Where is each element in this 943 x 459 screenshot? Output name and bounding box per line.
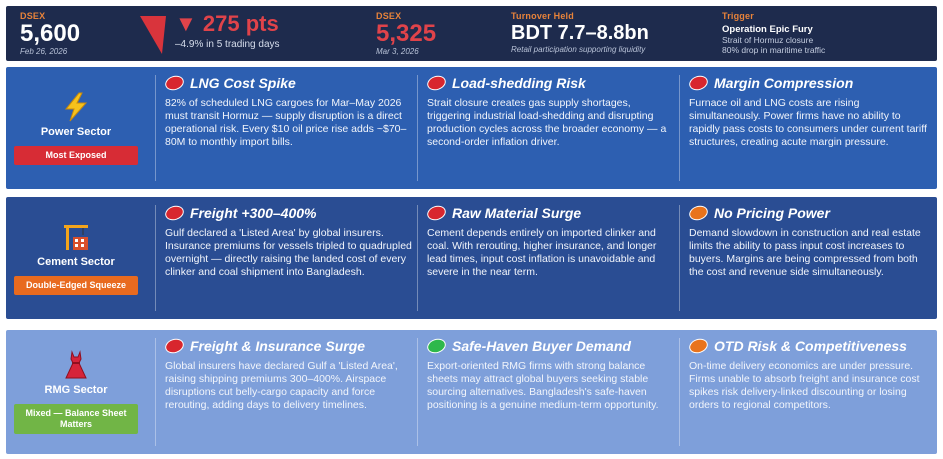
risk-point: Freight & Insurance Surge Global insurer… [155, 336, 417, 446]
point-title: Freight +300–400% [190, 205, 317, 221]
status-red-icon [425, 203, 448, 223]
dsex-before-value: 5,600 [20, 20, 81, 47]
point-title: Margin Compression [714, 75, 854, 91]
status-orange-icon [687, 203, 710, 223]
dsex-after-stat: DSEX 5,325 Mar 3, 2026 [376, 11, 436, 56]
dsex-after-label: DSEX [376, 11, 402, 21]
status-red-icon [163, 203, 186, 223]
point-title: LNG Cost Spike [190, 75, 296, 91]
sector-name: Power Sector [40, 125, 112, 138]
risk-point: Margin Compression Furnace oil and LNG c… [679, 73, 937, 181]
status-red-icon [163, 73, 186, 93]
dsex-after-value: 5,325 [376, 20, 437, 47]
lightning-icon [64, 92, 88, 121]
turnover-label: Turnover Held [511, 11, 574, 21]
sector-name: Cement Sector [37, 255, 115, 268]
point-title: Freight & Insurance Surge [190, 338, 366, 354]
status-red-icon [687, 73, 710, 93]
drop-detail: –4.9% in 5 trading days [175, 39, 280, 50]
sector-row-cement: Cement Sector Double-Edged Squeeze Freig… [6, 197, 937, 319]
point-body: Strait closure creates gas supply shorta… [427, 97, 667, 148]
exposure-badge: Double-Edged Squeeze [14, 275, 138, 295]
status-red-icon [425, 73, 448, 93]
market-summary-bar: DSEX 5,600 Feb 26, 2026 ▼ 275 pts –4.9% … [6, 6, 937, 61]
sector-row-power: Power Sector Most Exposed LNG Cost Spike… [6, 67, 937, 189]
trigger-line-2: 80% drop in maritime traffic [722, 45, 826, 55]
risk-point: Load-shedding Risk Strait closure create… [417, 73, 679, 181]
status-green-icon [425, 336, 448, 356]
risk-point: Freight +300–400% Gulf declared a 'Liste… [155, 203, 417, 311]
point-title: OTD Risk & Competitiveness [714, 338, 907, 354]
point-body: Gulf declared a 'Listed Area' by global … [165, 227, 412, 278]
risk-point: Safe-Haven Buyer Demand Export-oriented … [417, 336, 679, 446]
point-title: Safe-Haven Buyer Demand [452, 338, 631, 354]
index-drop-stat: ▼ 275 pts –4.9% in 5 trading days [175, 11, 280, 51]
point-body: Demand slowdown in construction and real… [689, 227, 921, 278]
trigger-title: Operation Epic Fury [722, 24, 813, 35]
turnover-value: BDT 7.7–8.8bn [511, 22, 649, 44]
dsex-before-label: DSEX [20, 11, 46, 21]
exposure-badge: Mixed — Balance Sheet Matters [14, 404, 138, 434]
dsex-before-stat: DSEX 5,600 Feb 26, 2026 [20, 11, 80, 56]
risk-point: OTD Risk & Competitiveness On-time deliv… [679, 336, 937, 446]
sector-name: RMG Sector [44, 384, 108, 396]
point-body: 82% of scheduled LNG cargoes for Mar–May… [165, 97, 407, 148]
down-triangle-icon [138, 14, 168, 61]
sector-info: RMG Sector Mixed — Balance Sheet Matters [6, 330, 146, 454]
point-body: Cement depends entirely on imported clin… [427, 227, 657, 278]
point-title: No Pricing Power [714, 205, 830, 221]
point-body: Export-oriented RMG firms with strong ba… [427, 360, 659, 411]
trigger-label: Trigger [722, 11, 754, 21]
point-body: Furnace oil and LNG costs are rising sim… [689, 97, 927, 148]
trigger-stat: Trigger Operation Epic Fury Strait of Ho… [722, 11, 825, 55]
drop-points: ▼ 275 pts [175, 11, 279, 36]
risk-point: Raw Material Surge Cement depends entire… [417, 203, 679, 311]
point-body: On-time delivery economics are under pre… [689, 360, 920, 411]
crane-icon [64, 224, 88, 250]
risk-point: LNG Cost Spike 82% of scheduled LNG carg… [155, 73, 417, 181]
point-title: Raw Material Surge [452, 205, 582, 221]
sector-row-rmg: RMG Sector Mixed — Balance Sheet Matters… [6, 330, 937, 454]
status-red-icon [163, 336, 186, 356]
status-orange-icon [687, 336, 710, 356]
point-body: Global insurers have declared Gulf a 'Li… [165, 360, 398, 411]
sector-info: Cement Sector Double-Edged Squeeze [6, 197, 146, 319]
point-title: Load-shedding Risk [452, 75, 586, 91]
trigger-line-1: Strait of Hormuz closure [722, 35, 814, 45]
exposure-badge: Most Exposed [14, 145, 138, 165]
sector-info: Power Sector Most Exposed [6, 67, 146, 189]
turnover-note: Retail participation supporting liquidit… [511, 45, 646, 54]
dsex-after-date: Mar 3, 2026 [376, 47, 419, 56]
turnover-stat: Turnover Held BDT 7.7–8.8bn Retail parti… [511, 11, 649, 54]
dress-icon [65, 350, 87, 379]
risk-point: No Pricing Power Demand slowdown in cons… [679, 203, 937, 311]
dsex-before-date: Feb 26, 2026 [20, 47, 68, 56]
